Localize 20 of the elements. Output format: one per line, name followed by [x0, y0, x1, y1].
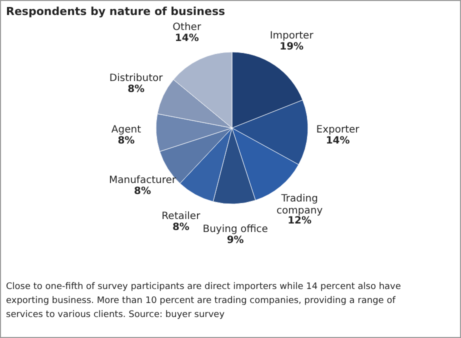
- slice-label: Retailer: [162, 210, 202, 222]
- slice-label: Other: [172, 22, 202, 34]
- data-label: 8%: [134, 186, 151, 197]
- chart-title: Respondents by nature of business: [6, 5, 226, 18]
- slice-label: Distributor: [109, 72, 164, 84]
- slice-label: Exporter: [316, 124, 360, 136]
- slice-label: Buying office: [202, 224, 268, 235]
- data-label: 8%: [128, 84, 145, 95]
- data-label: 8%: [118, 136, 135, 147]
- data-label: 14%: [174, 33, 199, 44]
- data-label: 12%: [288, 216, 312, 227]
- text: Close to one-fifth of survey participants are direct importers while 14 percent also have exporting business. More than 10 percent are trading companies, providing a range of services to various clients. Source: buyer survey: [6, 282, 402, 320]
- data-label: 8%: [172, 222, 190, 233]
- slice-label: Trading company: [276, 194, 323, 217]
- slice-label: Manufacturer: [109, 174, 177, 186]
- data-label: 14%: [326, 136, 350, 147]
- data-label: 9%: [226, 234, 244, 246]
- slice-label: Agent: [111, 124, 142, 136]
- slice-label: Importer: [270, 30, 314, 42]
- data-label: 19%: [280, 41, 304, 52]
